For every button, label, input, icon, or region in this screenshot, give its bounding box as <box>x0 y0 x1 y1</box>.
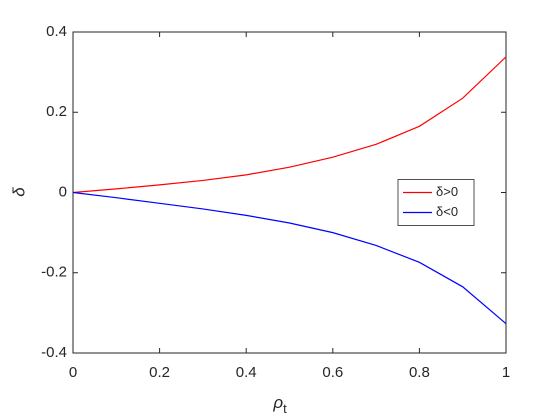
y-tick-label: -0.2 <box>41 264 67 281</box>
x-tick-label: 0.8 <box>409 364 430 381</box>
x-tick-label: 0.6 <box>322 364 343 381</box>
series-line <box>72 56 507 194</box>
y-axis-label: δ <box>9 187 28 197</box>
y-tick-label: -0.4 <box>41 344 67 361</box>
x-label-symbol: ρ <box>272 393 283 412</box>
legend: δ>0δ<0 <box>397 179 475 226</box>
x-label-subscript: t <box>283 401 287 416</box>
legend-label: δ>0 <box>436 184 458 199</box>
x-tick-label: 0 <box>69 364 77 381</box>
x-tick-label: 0.4 <box>236 364 257 381</box>
y-tick-label: 0 <box>59 183 67 200</box>
y-tick-label: 0.2 <box>46 103 67 120</box>
y-tick-label: 0.4 <box>46 23 67 40</box>
x-tick-label: 1 <box>502 364 510 381</box>
legend-box <box>397 179 475 226</box>
legend-label: δ<0 <box>436 204 458 219</box>
x-axis-label: ρt <box>272 393 287 416</box>
x-tick-label: 0.2 <box>149 364 170 381</box>
series-line <box>72 191 507 325</box>
